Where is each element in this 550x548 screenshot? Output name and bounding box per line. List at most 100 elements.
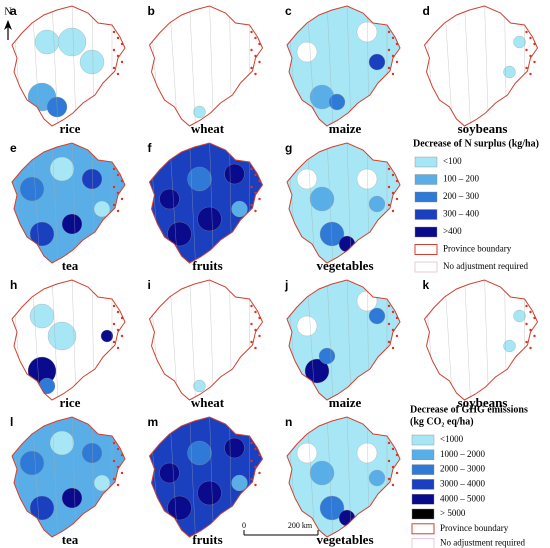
island (116, 483, 120, 487)
island (391, 191, 395, 195)
county-border (484, 6, 489, 126)
county (356, 168, 378, 190)
county (79, 49, 105, 75)
panel-letter: e (10, 141, 17, 155)
county-border (31, 6, 41, 126)
island (395, 197, 399, 201)
legend-item: 1000 – 2000 (440, 449, 486, 459)
county (93, 474, 111, 492)
panel-label: fruits (192, 258, 222, 273)
island (533, 316, 536, 320)
island (116, 328, 120, 332)
county (296, 442, 318, 464)
panel-label: wheat (191, 121, 225, 136)
island (116, 191, 120, 195)
island (250, 340, 253, 344)
island (525, 30, 528, 34)
map-panel: j maize (284, 278, 401, 410)
county-border (346, 280, 352, 400)
county (29, 221, 55, 247)
legend-swatch (414, 191, 438, 203)
county-border (31, 417, 41, 537)
county-fills (12, 143, 113, 263)
island (112, 441, 116, 445)
panel-letter: i (148, 278, 151, 292)
county-border (209, 143, 214, 263)
county (61, 487, 83, 509)
county (356, 442, 378, 464)
county-border (306, 280, 316, 400)
island (112, 30, 116, 34)
county-border (71, 6, 77, 126)
panel-letter: n (285, 415, 292, 429)
panel-label: vegetables (316, 532, 373, 547)
county (93, 200, 111, 218)
county-fills (12, 280, 114, 400)
county-border (71, 143, 77, 263)
map-panel: l tea (10, 415, 126, 547)
county (29, 495, 55, 521)
county (159, 188, 180, 210)
county (29, 303, 55, 329)
island (112, 185, 116, 189)
county (159, 462, 180, 484)
county (167, 221, 192, 247)
county (81, 168, 103, 190)
map-panel: k soybeans (423, 278, 538, 410)
island (116, 209, 120, 213)
county-border (209, 417, 214, 537)
county (81, 442, 103, 464)
map-panel: a rice (10, 4, 126, 136)
map-panel: e tea (10, 141, 126, 273)
panel-label: tea (62, 532, 79, 547)
island (387, 477, 391, 481)
legend-item: No adjustment required (443, 261, 528, 271)
island (391, 310, 395, 314)
island (525, 66, 528, 70)
island (258, 60, 261, 64)
island (391, 465, 395, 469)
island (391, 72, 395, 76)
island (254, 465, 257, 469)
legend-swatch (414, 244, 438, 255)
county-border (169, 6, 178, 126)
island (387, 459, 391, 463)
county (368, 195, 386, 213)
county (328, 93, 346, 111)
island (116, 310, 120, 314)
island (533, 334, 536, 338)
island (112, 167, 116, 171)
county (503, 65, 516, 79)
island (387, 30, 391, 34)
island (254, 36, 257, 40)
county (49, 430, 75, 456)
island (116, 447, 120, 451)
island (112, 340, 116, 344)
county-border (326, 280, 334, 400)
island (254, 483, 257, 487)
county (38, 377, 56, 395)
county-border (209, 6, 214, 126)
island (254, 328, 257, 332)
island (529, 328, 532, 332)
county-border (326, 417, 334, 537)
panel-letter: a (10, 4, 17, 18)
county-border (169, 417, 178, 537)
north-label: N (4, 6, 11, 17)
county-border (31, 143, 41, 263)
legend-swatch (414, 156, 438, 168)
island (120, 60, 124, 64)
legend-item: <1000 (440, 434, 464, 444)
island (387, 203, 391, 207)
county (167, 495, 192, 521)
legend-swatch (414, 209, 438, 220)
legend-swatch (411, 494, 435, 505)
island (525, 48, 528, 52)
legend-swatch (411, 434, 435, 446)
north-arrow: N (4, 6, 12, 40)
island (112, 477, 116, 481)
county (224, 163, 245, 185)
county (513, 35, 526, 49)
island (250, 185, 253, 189)
island (112, 203, 116, 207)
